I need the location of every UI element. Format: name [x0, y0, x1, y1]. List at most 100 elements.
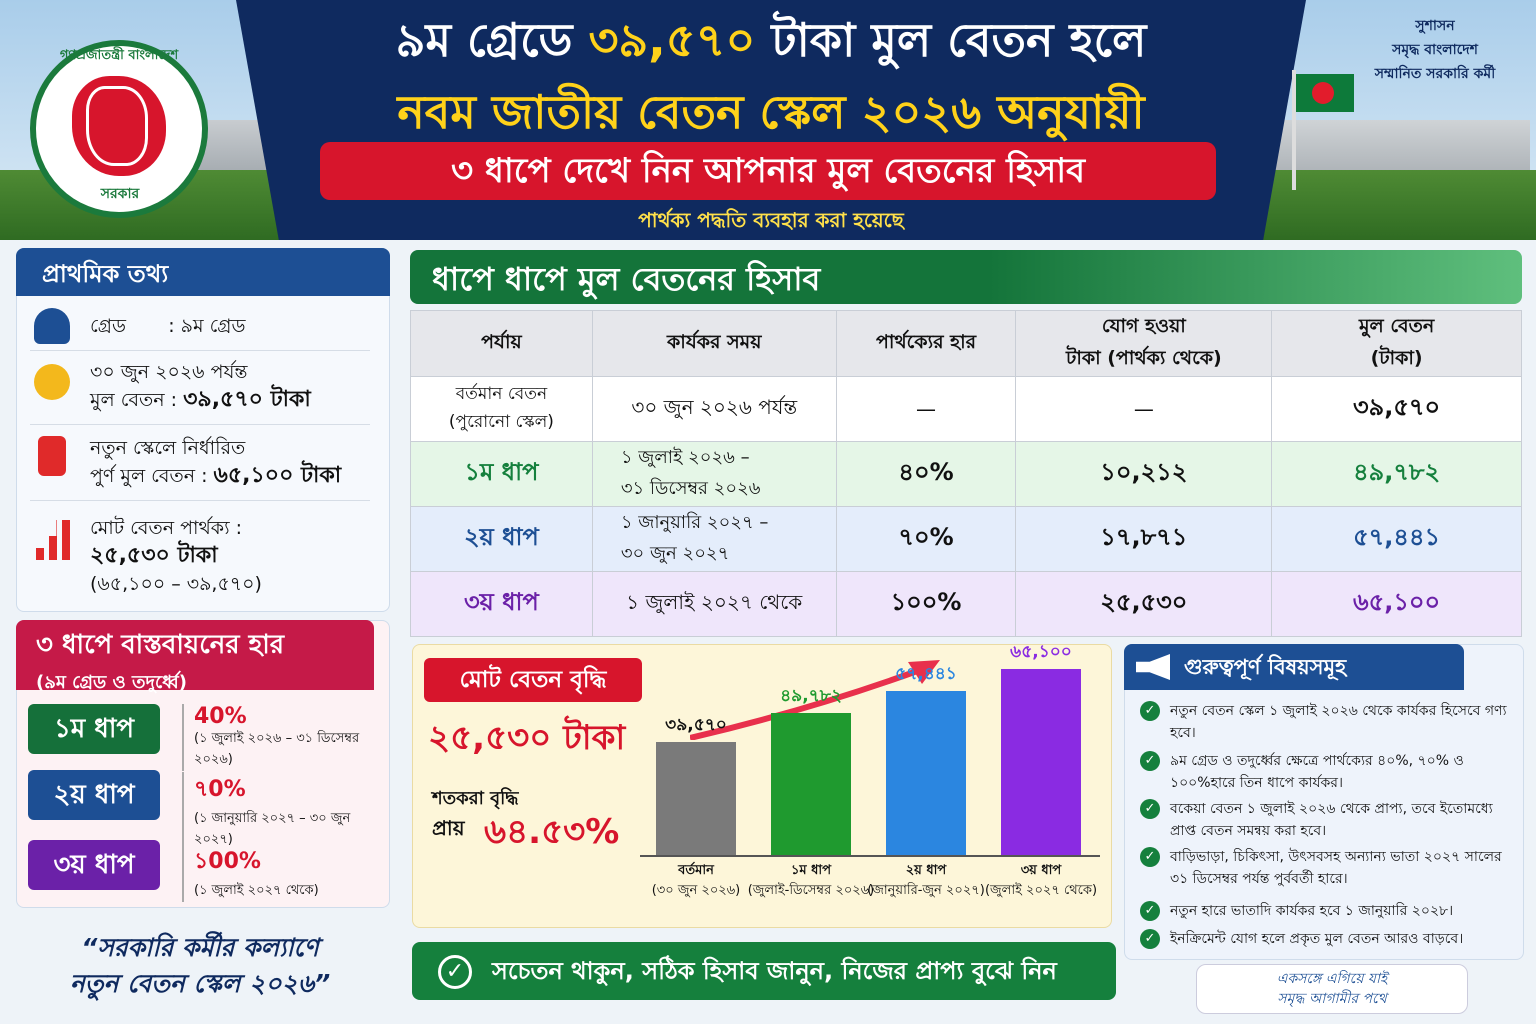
- cell-added: —: [1015, 376, 1273, 442]
- difference-line3: (৬৫,১০০ – ৩৯,৫৭০): [90, 573, 262, 595]
- page-title-line2: নবম জাতীয় বেতন স্কেল ২০২৬ অনুযায়ী: [397, 85, 1145, 139]
- sign-line: একসঙ্গে এগিয়ে যাই: [1276, 971, 1388, 987]
- cell-period: ১ জুলাই ২০২৬ –৩১ ডিসেম্বর ২০২৬: [591, 441, 837, 507]
- growth-arrow-icon: [690, 660, 940, 740]
- cell-salary: ৪৯,৭৮২: [1271, 441, 1522, 507]
- check-icon: ✓: [1140, 799, 1160, 819]
- chart-data-label: ৬৫,১০০: [1010, 642, 1072, 662]
- cell-added: ১০,২১২: [1015, 441, 1273, 507]
- calculator-icon: [38, 436, 66, 476]
- slogan: সুশাসন সমৃদ্ধ বাংলাদেশ সম্মানিত সরকারি ক…: [1340, 14, 1530, 86]
- grade-label: গ্রেড: [90, 315, 126, 337]
- flag-red-circle: [1312, 82, 1334, 104]
- chart-category-label: ১ম ধাপ (জুলাই-ডিসেম্বর ২০২৬): [747, 863, 875, 898]
- growth-pct-value: ৬৪.৫৩%: [484, 812, 620, 852]
- slogan-line: সমৃদ্ধ বাংলাদেশ: [1392, 42, 1478, 58]
- page-title: ৯ম গ্রেডে ৩৯,৫৭০ টাকা মুল বেতন হলে: [395, 13, 1147, 67]
- rate-period: (১ জানুয়ারি ২০২৭ – ৩০ জুন ২০২৭): [194, 811, 351, 847]
- chart-category-label: ৩য় ধাপ (জুলাই ২০২৭ থেকে): [984, 863, 1098, 898]
- rate-step-info: 40% (১ জুলাই ২০২৬ – ৩১ ডিসেম্বর ২০২৬): [182, 704, 392, 771]
- seal-top-text: গণপ্রজাতন্ত্রী বাংলাদেশ: [59, 48, 179, 63]
- government-seal: [30, 40, 208, 218]
- header-rate: পার্থক্যের হার: [835, 310, 1017, 377]
- footer-banner: সচেতন থাকুন, সঠিক হিসাব জানুন, নিজের প্র…: [412, 942, 1116, 1000]
- cell-phase: বর্তমান বেতন (পুরোনো স্কেল): [410, 376, 593, 442]
- important-item-text: ইনক্রিমেন্ট যোগ হলে প্রকৃত মুল বেতন আরও …: [1170, 931, 1464, 947]
- important-item-text: ৯ম গ্রেড ও তদুর্ধ্বের ক্ষেত্রে পার্থক্যে…: [1170, 753, 1464, 791]
- growth-title: মোট বেতন বৃদ্ধি: [424, 658, 642, 702]
- difference-line1: মোট বেতন পার্থক্য :: [90, 517, 243, 539]
- grade-value: : ৯ম গ্রেড: [168, 315, 246, 337]
- user-icon: [34, 308, 70, 344]
- new-salary-row: নতুন স্কেলে নির্ধারিত পুর্ণ মুল বেতন : ৬…: [90, 434, 380, 490]
- check-icon: ✓: [1140, 901, 1160, 921]
- seal-bottom-text: সরকার: [100, 186, 140, 202]
- rates-header: ৩ ধাপে বাস্তবায়নের হার (৯ম গ্রেড ও তদুর…: [16, 620, 374, 693]
- chart-category-label: বর্তমান (৩০ জুন ২০২৬): [651, 863, 741, 898]
- cell-phase: ৩য় ধাপ: [410, 571, 593, 637]
- grade-row: গ্রেড : ৯ম গ্রেড: [90, 312, 370, 340]
- current-salary-row: ৩০ জুন ২০২৬ পর্যন্ত মুল বেতন : ৩৯,৫৭০ টা…: [90, 358, 380, 414]
- important-item-text: বকেয়া বেতন ১ জুলাই ২০২৬ থেকে প্রাপ্য, ত…: [1170, 801, 1493, 839]
- slogan-line: সুশাসন: [1415, 18, 1455, 34]
- rates-title: ৩ ধাপে বাস্তবায়নের হার: [36, 630, 285, 660]
- table-title: ধাপে ধাপে মুল বেতনের হিসাব: [410, 250, 1522, 304]
- rate-period: (১ জুলাই ২০২৬ – ৩১ ডিসেম্বর ২০২৬): [194, 731, 360, 767]
- header-period: কার্যকর সময়: [591, 310, 837, 377]
- cell-rate: ৭০%: [835, 506, 1017, 572]
- chart-data-label: ৪৯,৭৮২: [780, 686, 842, 706]
- cell-phase: ১ম ধাপ: [410, 441, 593, 507]
- table-row: ১ম ধাপ ১ জুলাই ২০২৬ –৩১ ডিসেম্বর ২০২৬ ৪০…: [410, 441, 1522, 507]
- important-title: গুরুত্বপূর্ণ বিষয়সমূহ: [1124, 644, 1464, 690]
- check-icon: ✓: [1140, 847, 1160, 867]
- difference-row: মোট বেতন পার্থক্য : ২৫,৫৩০ টাকা (৬৫,১০০ …: [90, 514, 380, 598]
- rate-period: (১ জুলাই ২০২৭ থেকে): [194, 883, 319, 898]
- header-phase: পর্যায়: [410, 310, 593, 377]
- coins-icon: [34, 364, 70, 400]
- divider: [30, 500, 370, 501]
- primary-info-title: প্রাথমিক তথ্য: [16, 248, 390, 296]
- current-salary-value: ৩৯,৫৭০ টাকা: [183, 387, 311, 412]
- cell-added: ১৭,৮৭১: [1015, 506, 1273, 572]
- rate-pct: 40%: [194, 704, 247, 729]
- slogan-line: সম্মানিত সরকারি কর্মী: [1374, 66, 1496, 82]
- check-circle-icon: ✓: [438, 955, 472, 989]
- salary-steps-table: পর্যায় কার্যকর সময় পার্থক্যের হার যোগ …: [410, 310, 1522, 637]
- new-salary-line2: পুর্ণ মুল বেতন : ৬৫,১০০ টাকা: [90, 463, 342, 488]
- difference-line2: ২৫,৫৩০ টাকা: [90, 542, 380, 570]
- important-item-text: নতুন হারে ভাতাদি কার্যকর হবে ১ জানুয়ারি…: [1170, 903, 1454, 919]
- chart-bar: [656, 742, 736, 855]
- important-item: ✓ নতুন বেতন স্কেল ১ জুলাই ২০২৬ থেকে কার্য…: [1140, 700, 1520, 744]
- important-item: ✓ ৯ম গ্রেড ও তদুর্ধ্বের ক্ষেত্রে পার্থক্য…: [1140, 750, 1520, 794]
- rate-pct: ১00%: [194, 849, 261, 874]
- chart-data-label: ৩৯,৫৭০: [665, 715, 727, 735]
- cell-added: ২৫,৫৩০: [1015, 571, 1273, 637]
- header-added: যোগ হওয়া টাকা (পার্থক্য থেকে): [1015, 310, 1273, 377]
- important-item: ✓ ইনক্রিমেন্ট যোগ হলে প্রকৃত মুল বেতন আরও…: [1140, 928, 1520, 950]
- cell-rate: —: [835, 376, 1017, 442]
- important-item-text: বাড়িভাড়া, চিকিৎসা, উৎসবসহ অন্যান্য ভাত…: [1170, 849, 1502, 887]
- page-subtitle: ৩ ধাপে দেখে নিন আপনার মুল বেতনের হিসাব: [320, 142, 1216, 200]
- chart-bar: [886, 691, 966, 855]
- flag-pole: [1292, 70, 1296, 190]
- cell-salary: ৬৫,১০০: [1271, 571, 1522, 637]
- important-item-text: নতুন বেতন স্কেল ১ জুলাই ২০২৬ থেকে কার্যক…: [1170, 703, 1507, 741]
- check-icon: ✓: [1140, 701, 1160, 721]
- header-banner: [236, 0, 1306, 240]
- new-salary-line1: নতুন স্কেলে নির্ধারিত: [90, 437, 246, 459]
- welfare-quote: “সরকারি কর্মীর কল্যাণে নতুন বেতন স্কেল ২…: [20, 930, 380, 1002]
- cell-period: ১ জুলাই ২০২৭ থেকে: [591, 571, 837, 637]
- chart-category-label: ২য় ধাপ (জানুয়ারি-জুন ২০২৭): [867, 863, 985, 898]
- bangladesh-flag-icon: [1296, 74, 1354, 112]
- signature-badge: একসঙ্গে এগিয়ে যাই সমৃদ্ধ আগামীর পথে: [1196, 964, 1468, 1014]
- important-item: ✓ বাড়িভাড়া, চিকিৎসা, উৎসবসহ অন্যান্য ভা…: [1140, 846, 1520, 890]
- cell-period: ৩০ জুন ২০২৬ পর্যন্ত: [591, 376, 837, 442]
- table-row: ২য় ধাপ ১ জানুয়ারি ২০২৭ –৩০ জুন ২০২৭ ৭০…: [410, 506, 1522, 572]
- cell-phase: ২য় ধাপ: [410, 506, 593, 572]
- important-panel: [1124, 644, 1524, 960]
- cell-rate: ৪০%: [835, 441, 1017, 507]
- table-row: ৩য় ধাপ ১ জুলাই ২০২৭ থেকে ১০০% ২৫,৫৩০ ৬৫…: [410, 571, 1522, 637]
- rate-step-badge: ২য় ধাপ: [28, 770, 160, 820]
- cell-period: ১ জানুয়ারি ২০২৭ –৩০ জুন ২০২৭: [591, 506, 837, 572]
- chart-bar: [771, 713, 851, 855]
